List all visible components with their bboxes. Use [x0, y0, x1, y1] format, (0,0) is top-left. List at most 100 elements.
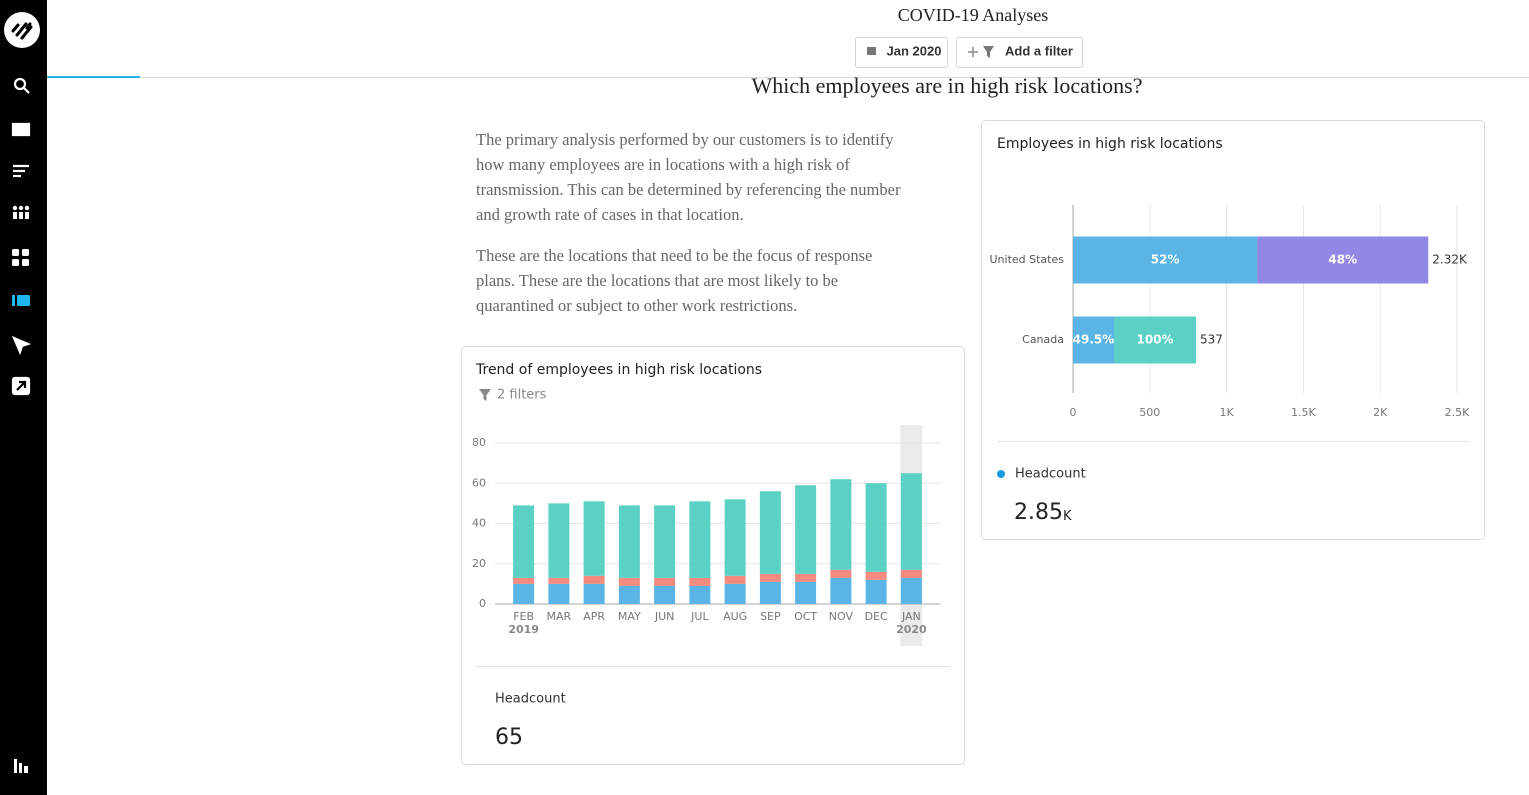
bar-segment: [654, 505, 676, 578]
bar-segment: [618, 577, 640, 586]
x-tick-label: NOV: [829, 610, 854, 623]
bar-segment: [618, 505, 640, 578]
stories-icon[interactable]: [12, 295, 30, 306]
legend-dot: [997, 470, 1005, 478]
paragraph-line: and growth rate of cases in that locatio…: [476, 205, 744, 224]
sidebar: [0, 0, 47, 795]
filter-button[interactable]: [956, 37, 1083, 68]
date-button-label: Jan 2020: [887, 43, 942, 58]
y-tick-label: 20: [472, 557, 486, 570]
x-tick-label: MAR: [547, 610, 572, 623]
funnel-icon: [983, 46, 994, 58]
section-heading: Which employees are in high risk locatio…: [752, 73, 1143, 98]
date-button[interactable]: [855, 37, 948, 68]
bar-segment: [795, 573, 817, 582]
trend-card: [461, 346, 965, 765]
filters-label: 2 filters: [497, 388, 547, 403]
segment-label: 52%: [1151, 253, 1180, 267]
x-tick-label: JUL: [690, 610, 709, 623]
bar-segment: [830, 479, 852, 570]
x-tick-label: AUG: [723, 610, 747, 623]
x-tick-label: JUN: [654, 610, 675, 623]
summary-unit: K: [1063, 509, 1072, 524]
bar-segment: [583, 575, 605, 584]
y-tick-label: 80: [472, 436, 486, 449]
bar-segment: [1073, 316, 1115, 364]
bar-segment: [759, 573, 781, 582]
segment-label: 100%: [1136, 333, 1173, 347]
bar-segment: [689, 501, 711, 578]
x-tick-label: OCT: [794, 610, 817, 623]
summary-number: 2.85: [1014, 500, 1063, 525]
library-icon[interactable]: [11, 122, 31, 137]
bar-segment: [865, 483, 887, 572]
y-tick-label: United States: [990, 253, 1065, 266]
bar-segment: [1073, 236, 1258, 284]
locations-card: [981, 120, 1485, 540]
bar-segment: [513, 583, 535, 604]
y-tick-label: 0: [479, 597, 486, 610]
paragraph-line: The primary analysis performed by our cu…: [476, 130, 894, 149]
bar-segment: [759, 491, 781, 574]
bar-segment: [513, 577, 535, 584]
segment-label: 48%: [1328, 253, 1357, 267]
bar-segment: [865, 571, 887, 580]
bar-segment: [689, 585, 711, 604]
paragraph-line: These are the locations that need to be …: [476, 246, 872, 265]
bar-segment: [583, 501, 605, 576]
calendar-icon: [867, 47, 876, 55]
x-tick-label: 2.5K: [1445, 406, 1470, 419]
x-tick-label: SEP: [760, 610, 781, 623]
paragraph-line: plans. These are the locations that are …: [476, 271, 838, 290]
paragraph-line: quarantined or subject to other work res…: [476, 296, 797, 315]
footer-value: 65: [495, 725, 523, 750]
legend-label: Headcount: [1015, 467, 1086, 482]
bar-segment: [795, 581, 817, 604]
bar-segment: [724, 583, 746, 604]
x-tick-label: 500: [1139, 406, 1160, 419]
search-icon[interactable]: [13, 77, 27, 91]
dashboard-title: COVID-19 Analyses: [898, 5, 1049, 25]
bar-segment: [759, 581, 781, 604]
bar-segment: [654, 577, 676, 586]
bar-segment: [548, 583, 570, 604]
card-title: Trend of employees in high risk location…: [475, 362, 762, 378]
bar-segment: [900, 473, 922, 570]
y-tick-label: 60: [472, 476, 486, 489]
y-tick-label: 40: [472, 517, 486, 530]
card-title: Employees in high risk locations: [997, 136, 1223, 152]
plus-icon: [968, 47, 978, 57]
dashboard-icon[interactable]: [12, 249, 29, 266]
bar-segment: [724, 499, 746, 576]
bar-segment: [724, 575, 746, 584]
bar-segment: [583, 583, 605, 604]
paragraph-line: transmission. This can be determined by …: [476, 180, 901, 199]
x-tick-label: 0: [1070, 406, 1077, 419]
bar-segment: [830, 569, 852, 578]
x-tick-label: MAY: [618, 610, 641, 623]
bar-segment: [900, 569, 922, 578]
apps-icon[interactable]: [12, 205, 30, 219]
bar-segment: [689, 577, 711, 586]
x-tick-label: DEC: [865, 610, 888, 623]
bar-segment: [865, 579, 887, 604]
x-tick-year: 2020: [896, 623, 927, 636]
paragraph-line: how many employees are in locations with…: [476, 155, 850, 174]
x-tick-label: 1K: [1219, 406, 1234, 419]
x-tick-label: 1.5K: [1291, 406, 1316, 419]
filters-icon: [479, 389, 491, 401]
x-tick-label: APR: [583, 610, 605, 623]
logo-mark: [11, 22, 33, 40]
explore-icon[interactable]: [11, 335, 32, 356]
x-tick-label: FEB: [513, 610, 534, 623]
bar-segment: [795, 485, 817, 574]
reports-icon[interactable]: [14, 759, 28, 773]
summary-value: 2.85K: [1014, 500, 1072, 525]
list-icon[interactable]: [13, 164, 29, 178]
bar-segment: [513, 505, 535, 578]
bar-segment: [548, 577, 570, 584]
bar-segment: [1257, 236, 1429, 284]
x-tick-label: JAN: [901, 610, 921, 623]
bar-segment: [654, 585, 676, 604]
